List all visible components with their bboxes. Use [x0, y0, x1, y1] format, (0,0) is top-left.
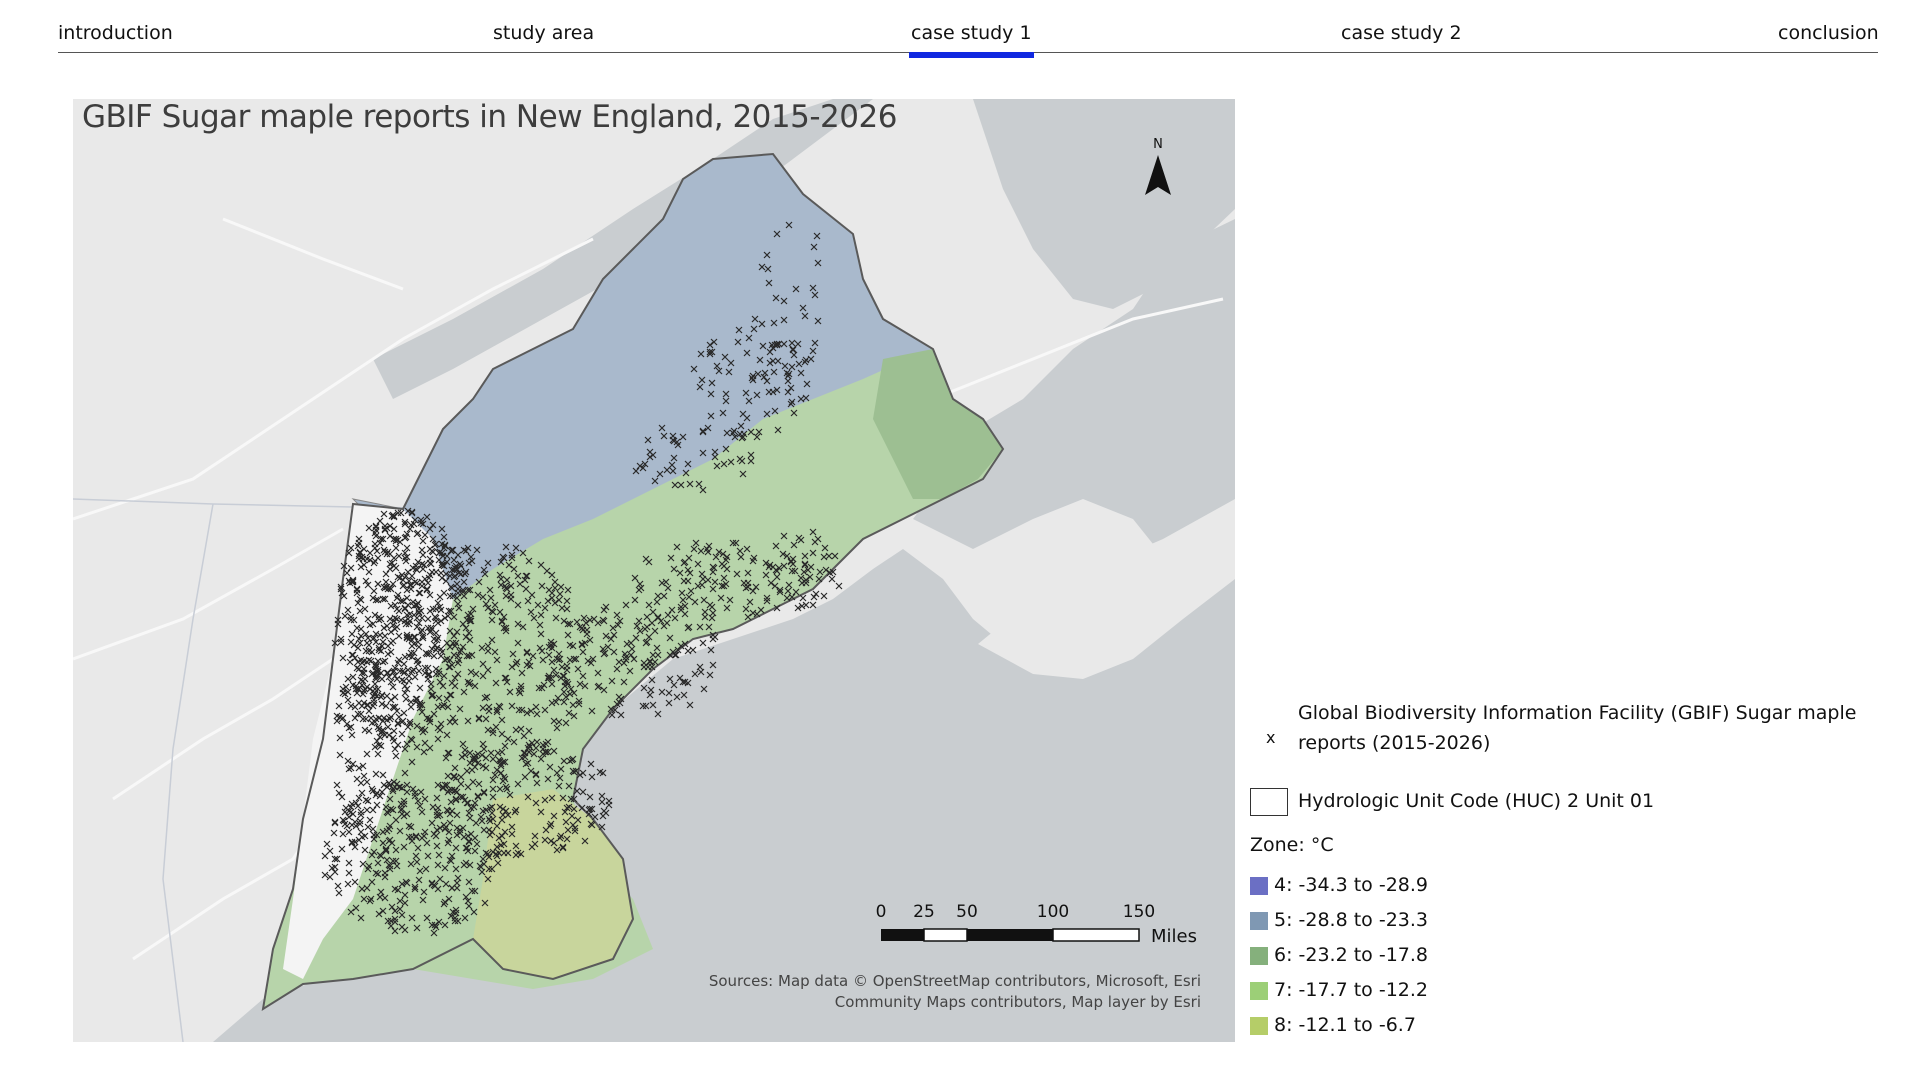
north-arrow-icon: [1145, 155, 1171, 195]
nav-case-study-1[interactable]: case study 1: [909, 22, 1034, 58]
scale-tick-100: 100: [1036, 902, 1070, 922]
legend-points-label: Global Biodiversity Information Facility…: [1298, 702, 1857, 754]
map-canvas: [73, 99, 1235, 1042]
nav-introduction[interactable]: introduction: [58, 22, 173, 44]
top-navigation: introduction study area case study 1 cas…: [58, 14, 1879, 58]
zone-6-area: [263, 349, 1003, 1009]
gbif-report-points: [321, 221, 843, 937]
scale-tick-150: 150: [1122, 902, 1156, 922]
map-sources: Sources: Map data © OpenStreetMap contri…: [673, 971, 1201, 1013]
zone-6-dark-patch: [873, 349, 1003, 499]
nav-conclusion[interactable]: conclusion: [1778, 22, 1879, 44]
north-arrow: N: [1143, 137, 1173, 199]
nav-case-study-2[interactable]: case study 2: [1341, 22, 1462, 44]
legend-zone-title: Zone: °C: [1250, 834, 1334, 856]
zone-label: 8: -12.1 to -6.7: [1274, 1014, 1416, 1036]
north-label: N: [1153, 137, 1163, 152]
zone-swatch: [1250, 982, 1268, 1000]
road-network: [73, 217, 1224, 961]
sources-line-1: Sources: Map data © OpenStreetMap contri…: [708, 972, 1201, 990]
scale-bar-graphic: [881, 928, 1140, 942]
nav-study-area[interactable]: study area: [493, 22, 595, 44]
scale-tick-50: 50: [956, 902, 978, 922]
zone-swatch: [1250, 947, 1268, 965]
scale-tick-25: 25: [913, 902, 935, 922]
nova-scotia-land: [978, 499, 1235, 679]
scale-unit: Miles: [1151, 926, 1197, 947]
gulf-water: [973, 99, 1235, 309]
map-title: GBIF Sugar maple reports in New England,…: [82, 99, 897, 135]
zone-swatch: [1250, 912, 1268, 930]
zone-label: 7: -17.7 to -12.2: [1274, 979, 1429, 1001]
scale-bar: 0 25 50 100 150 Miles: [876, 902, 1235, 947]
zone-swatch: [1250, 1017, 1268, 1035]
sources-line-2: Community Maps contributors, Map layer b…: [834, 993, 1201, 1011]
zone-label: 6: -23.2 to -17.8: [1274, 944, 1429, 966]
zone-swatch: [1250, 877, 1268, 895]
scale-tick-0: 0: [875, 902, 887, 922]
zone-label: 4: -34.3 to -28.9: [1274, 874, 1429, 896]
zone-7-area: [473, 789, 633, 979]
map-panel[interactable]: GBIF Sugar maple reports in New England,…: [73, 99, 1235, 1042]
legend-boundary-label: Hydrologic Unit Code (HUC) 2 Unit 01: [1298, 790, 1655, 812]
x-marker-icon: x: [1266, 728, 1276, 747]
zone-label: 5: -28.8 to -23.3: [1274, 909, 1429, 931]
outline-box-icon: [1250, 788, 1288, 816]
huc-boundary-outline: [261, 152, 1005, 1012]
